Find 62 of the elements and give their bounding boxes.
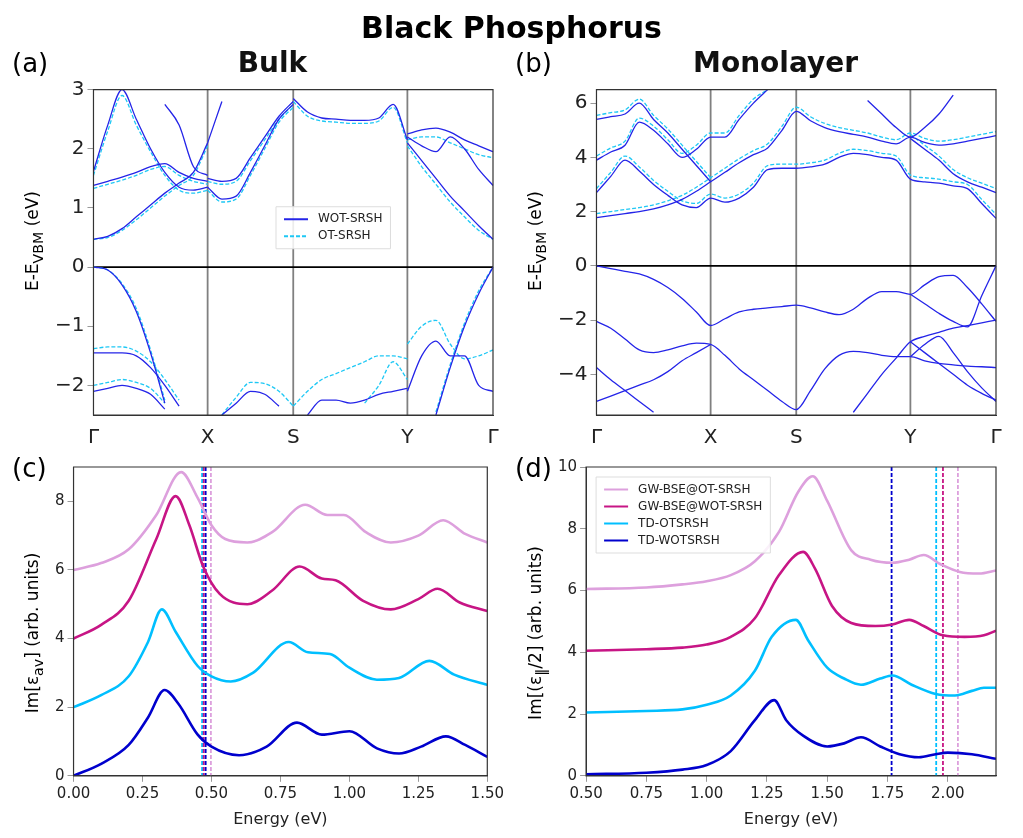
chart-title: Bulk [237,46,309,80]
chart-title: Monolayer [693,46,859,80]
x-tick-label: Y [400,424,415,449]
legend-label: GW-BSE@OT-SRSH [638,481,751,496]
x-tick-label: 1.50 [810,783,844,802]
x-tick-label: Γ [990,424,1003,449]
x-tick-label: 0.00 [56,783,91,802]
x-tick-label: 1.50 [470,783,504,802]
y-tick-label: 0 [71,253,85,278]
y-tick-label: 4 [567,642,578,661]
y-tick-label: 2 [55,697,65,716]
x-tick-label: 0.25 [125,783,160,802]
text: (b) [515,48,552,78]
x-tick-label: 0.50 [194,783,229,802]
y-tick-label: 4 [574,143,588,168]
y-tick-label: −1 [55,312,85,337]
x-tick-label: 2.00 [931,783,965,802]
y-tick-label: 0 [55,765,65,784]
text: (c) [12,453,47,483]
y-tick-label: 4 [55,628,65,647]
x-tick-label: 1.00 [332,783,367,802]
y-tick-label: 8 [55,491,65,510]
x-tick-label: S [789,424,803,449]
x-tick-label: Γ [590,424,603,449]
legend-label: GW-BSE@WOT-SRSH [638,498,763,513]
x-axis-title: Energy (eV) [743,808,839,828]
x-tick-label: 0.50 [569,783,603,802]
x-tick-label: S [286,424,300,449]
y-tick-label: 2 [71,134,85,159]
text: (d) [515,453,552,483]
y-tick-label: −4 [558,360,588,385]
y-tick-label: 0 [574,252,588,277]
legend-label: TD-OTSRSH [637,515,709,530]
y-tick-label: 6 [55,559,65,578]
y-tick-label: 0 [567,765,578,784]
y-tick-label: −2 [558,306,588,331]
x-tick-label: 1.00 [689,783,724,802]
legend-label: OT-SRSH [318,228,371,243]
y-tick-label: 6 [567,580,578,599]
y-tick-label: 8 [567,518,578,537]
y-tick-label: −2 [55,371,85,396]
y-tick-label: 1 [71,194,85,219]
y-tick-label: 2 [567,703,578,722]
y-tick-label: 10 [557,456,578,475]
text: (a) [12,48,49,78]
x-tick-label: 1.25 [750,783,784,802]
y-tick-label: 3 [71,75,85,100]
x-tick-label: 0.75 [629,783,664,802]
x-tick-label: X [200,424,215,449]
y-tick-label: 6 [574,89,588,114]
x-tick-label: 1.25 [401,783,436,802]
x-tick-label: Γ [487,424,500,449]
text: Black Phosphorus [360,9,663,47]
x-tick-label: 1.75 [870,783,905,802]
legend-label: TD-WOTSRSH [637,532,720,547]
y-tick-label: 2 [574,197,588,222]
x-tick-label: Y [903,424,918,449]
x-tick-label: Γ [87,424,100,449]
x-axis-title: Energy (eV) [233,808,328,828]
x-tick-label: 0.75 [263,783,298,802]
x-tick-label: X [703,424,718,449]
legend-label: WOT-SRSH [318,211,383,226]
